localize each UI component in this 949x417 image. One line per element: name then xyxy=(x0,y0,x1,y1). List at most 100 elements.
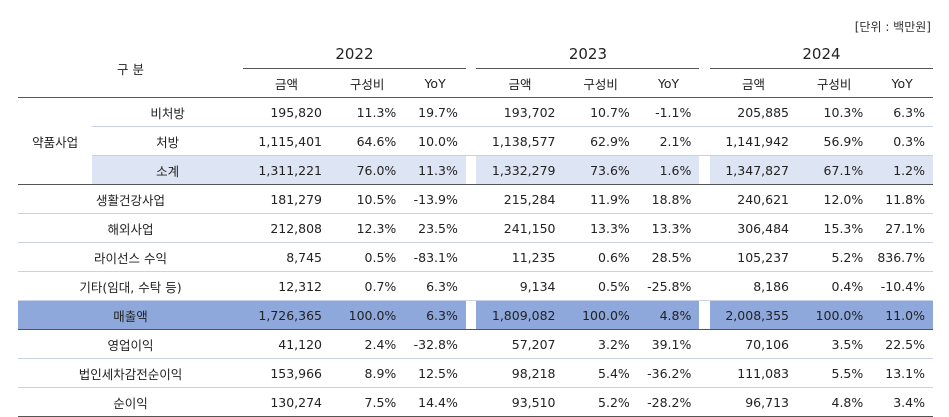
cell: 0.7% xyxy=(330,271,405,301)
cell: 836.7% xyxy=(871,242,933,272)
share-header: 구성비 xyxy=(330,68,405,98)
cell: 11.3% xyxy=(330,97,405,127)
cell: 3.5% xyxy=(796,329,872,359)
cell: 15.3% xyxy=(796,213,872,243)
cell: 22.5% xyxy=(871,329,933,359)
cell: 8,186 xyxy=(709,271,797,301)
share-header: 구성비 xyxy=(796,68,872,98)
cell: 27.1% xyxy=(871,213,933,243)
cell: 5.4% xyxy=(563,358,638,388)
cell: 1,726,365 xyxy=(243,300,331,330)
amount-header: 금액 xyxy=(709,68,797,98)
amount-header: 금액 xyxy=(476,68,564,98)
cell: 57,207 xyxy=(476,329,564,359)
cell: 215,284 xyxy=(476,184,564,214)
share-header: 구성비 xyxy=(563,68,638,98)
cell: 240,621 xyxy=(709,184,797,214)
cell: 1,138,577 xyxy=(476,126,564,156)
cell: -10.4% xyxy=(871,271,933,301)
cell: 1,347,827 xyxy=(709,155,797,185)
cell: 8,745 xyxy=(243,242,331,272)
cell: 8.9% xyxy=(330,358,405,388)
group-label-pharma: 약품사업 xyxy=(18,97,93,185)
cell: 28.5% xyxy=(637,242,700,272)
category-header: 구 분 xyxy=(18,40,243,98)
cell: 70,106 xyxy=(709,329,797,359)
cell: -36.2% xyxy=(637,358,700,388)
cell: 3.4% xyxy=(871,387,933,417)
table-row: 약품사업 비처방 195,820 11.3% 19.7% 193,702 10.… xyxy=(18,97,933,185)
row-label: 처방 xyxy=(92,126,243,156)
cell: 100.0% xyxy=(796,300,872,330)
cell: 212,808 xyxy=(243,213,331,243)
cell: 67.1% xyxy=(796,155,872,185)
subheader-row: 금액 구성비 YoY 금액 구성비 YoY 금액 구성비 YoY xyxy=(18,68,933,98)
cell: 73.6% xyxy=(563,155,638,185)
row-label: 매출액 xyxy=(18,300,243,330)
cell: -83.1% xyxy=(404,242,466,272)
cell: 11.0% xyxy=(871,300,933,330)
cell: 1,311,221 xyxy=(243,155,331,185)
table-row: 라이선스 수익 8,745 0.5% -83.1% 11,235 0.6% 28… xyxy=(18,242,933,272)
cell: 13.3% xyxy=(563,213,638,243)
cell: 1.6% xyxy=(637,155,700,185)
cell: 0.3% xyxy=(871,126,933,156)
amount-header: 금액 xyxy=(243,68,331,98)
year-header-2023: 2023 xyxy=(568,45,608,63)
cell: 153,966 xyxy=(243,358,331,388)
cell: 19.7% xyxy=(404,97,466,127)
cell: 12.0% xyxy=(796,184,872,214)
unit-label: [단위 : 백만원] xyxy=(854,20,931,34)
cell: 11,235 xyxy=(476,242,564,272)
cell: 13.1% xyxy=(871,358,933,388)
table-row: 해외사업 212,808 12.3% 23.5% 241,150 13.3% 1… xyxy=(18,213,933,243)
row-label: 법인세차감전순이익 xyxy=(18,358,243,388)
cell: 195,820 xyxy=(243,97,331,127)
cell: 18.8% xyxy=(637,184,700,214)
cell: 12,312 xyxy=(243,271,331,301)
cell: 4.8% xyxy=(796,387,872,417)
cell: 100.0% xyxy=(563,300,638,330)
cell: 11.9% xyxy=(563,184,638,214)
cell: -28.2% xyxy=(637,387,700,417)
cell: 62.9% xyxy=(563,126,638,156)
cell: 1,809,082 xyxy=(476,300,564,330)
cell: 14.4% xyxy=(404,387,466,417)
table-row: 영업이익 41,120 2.4% -32.8% 57,207 3.2% 39.1… xyxy=(18,329,933,359)
total-revenue-row: 매출액 1,726,365 100.0% 6.3% 1,809,082 100.… xyxy=(18,300,933,330)
row-label: 생활건강사업 xyxy=(18,184,243,214)
cell: 76.0% xyxy=(330,155,405,185)
cell: 11.3% xyxy=(404,155,466,185)
cell: 306,484 xyxy=(709,213,797,243)
cell: 1,115,401 xyxy=(243,126,331,156)
cell: 12.3% xyxy=(330,213,405,243)
row-label: 영업이익 xyxy=(18,329,243,359)
row-label: 소계 xyxy=(92,155,243,185)
cell: -32.8% xyxy=(404,329,466,359)
row-label: 기타(임대, 수탁 등) xyxy=(18,271,243,301)
year-header-2024: 2024 xyxy=(802,45,841,63)
cell: 5.5% xyxy=(796,358,872,388)
cell: 2.1% xyxy=(637,126,700,156)
cell: 13.3% xyxy=(637,213,700,243)
cell: 105,237 xyxy=(709,242,797,272)
cell: 1,141,942 xyxy=(709,126,797,156)
cell: 0.5% xyxy=(563,271,638,301)
financial-table: 구 분 2022 2023 2024 금액 구성비 YoY 금액 구성비 YoY… xyxy=(18,40,933,417)
cell: 6.3% xyxy=(871,97,933,127)
cell: 23.5% xyxy=(404,213,466,243)
cell: 4.8% xyxy=(637,300,700,330)
cell: 2.4% xyxy=(330,329,405,359)
table-row: 법인세차감전순이익 153,966 8.9% 12.5% 98,218 5.4%… xyxy=(18,358,933,388)
cell: 10.3% xyxy=(796,97,872,127)
table-row: 순이익 130,274 7.5% 14.4% 93,510 5.2% -28.2… xyxy=(18,387,933,417)
cell: 10.7% xyxy=(563,97,638,127)
table-row: 생활건강사업 181,279 10.5% -13.9% 215,284 11.9… xyxy=(18,184,933,214)
row-label: 비처방 xyxy=(92,97,243,127)
cell: 193,702 xyxy=(476,97,564,127)
cell: 98,218 xyxy=(476,358,564,388)
cell: 181,279 xyxy=(243,184,331,214)
cell: 205,885 xyxy=(709,97,797,127)
cell: 10.0% xyxy=(404,126,466,156)
cell: 0.5% xyxy=(330,242,405,272)
